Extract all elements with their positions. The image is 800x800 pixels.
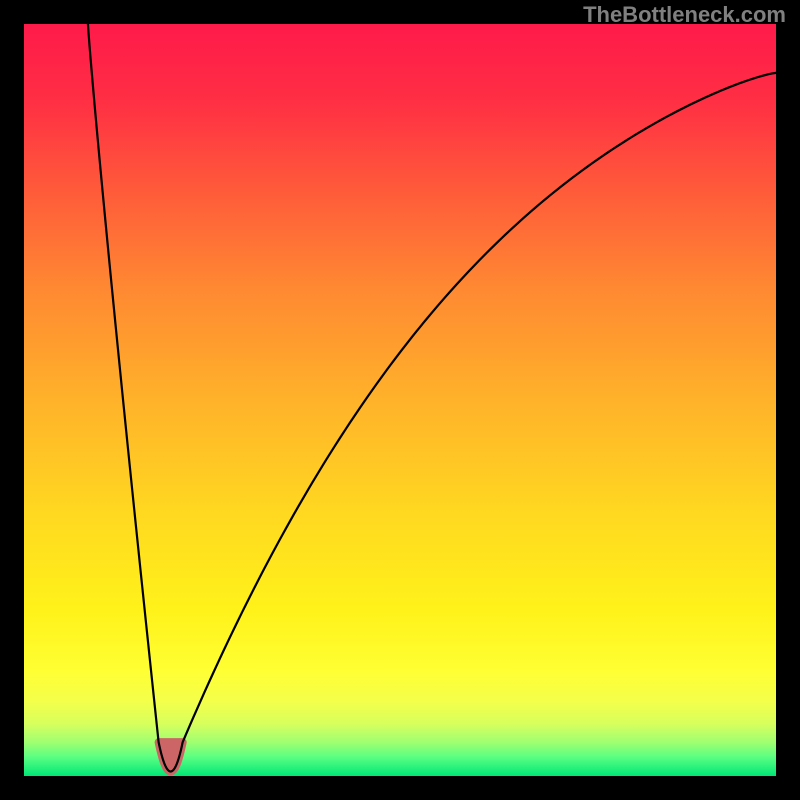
chart-frame: TheBottleneck.com <box>0 0 800 800</box>
watermark-text: TheBottleneck.com <box>583 2 786 28</box>
bottleneck-chart <box>0 0 800 800</box>
